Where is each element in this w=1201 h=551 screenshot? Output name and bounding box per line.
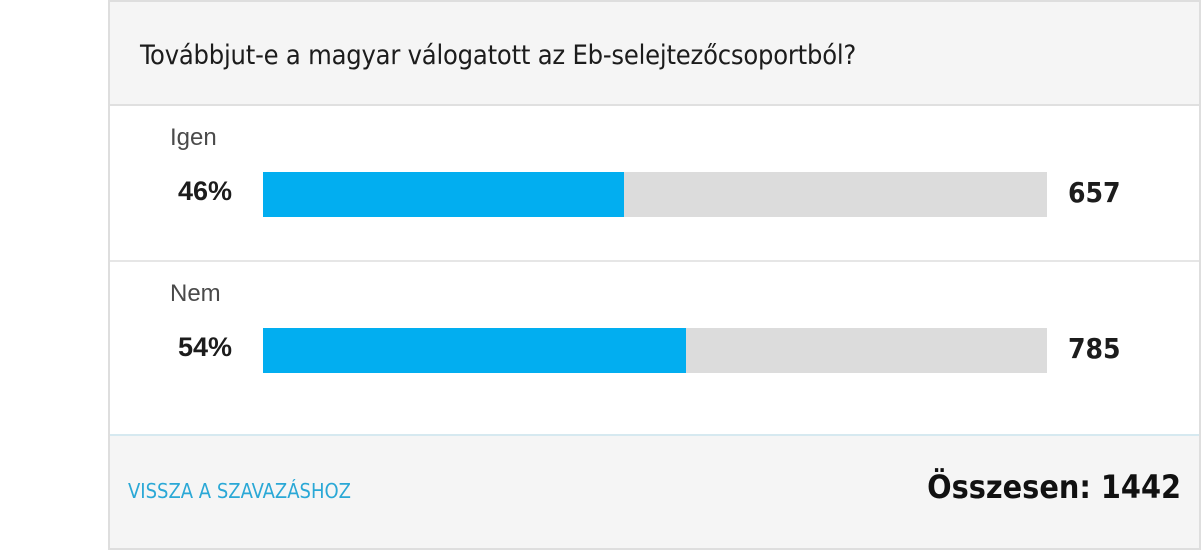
result-bar-fill [263,172,624,217]
option-label: Nem [170,280,221,307]
option-percent: 54% [178,332,233,362]
poll-header: Továbbjut-e a magyar válogatott az Eb-se… [110,2,1199,106]
option-vote-count: 785 [1068,332,1121,365]
total-votes: Összesen: 1442 [927,468,1181,506]
poll-results-card: Továbbjut-e a magyar válogatott az Eb-se… [108,0,1201,550]
poll-option-yes: Igen 46% 657 [110,106,1199,262]
poll-option-no: Nem 54% 785 [110,262,1199,436]
option-percent: 46% [178,176,233,206]
result-bar-track [263,172,1047,217]
option-label: Igen [170,124,217,151]
poll-footer: VISSZA A SZAVAZÁSHOZ Összesen: 1442 [110,436,1199,548]
result-bar-track [263,328,1047,373]
back-to-vote-link[interactable]: VISSZA A SZAVAZÁSHOZ [128,479,351,503]
result-bar-fill [263,328,687,373]
poll-question: Továbbjut-e a magyar válogatott az Eb-se… [140,40,857,71]
option-vote-count: 657 [1068,176,1121,209]
